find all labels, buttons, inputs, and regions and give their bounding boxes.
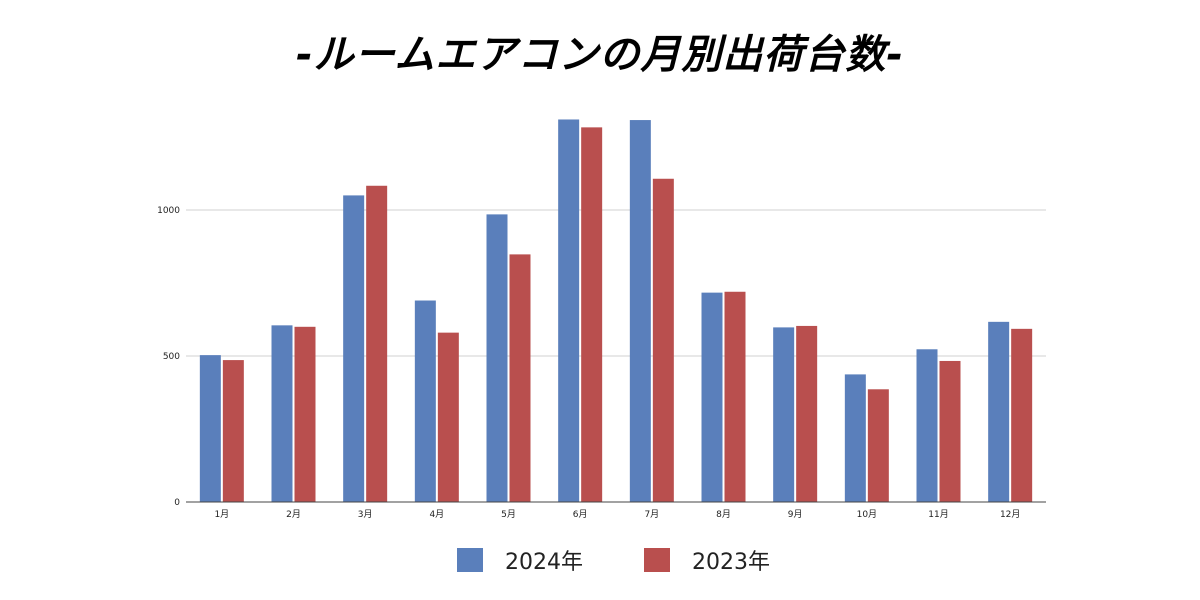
legend-label-2023: 2023年 [692, 550, 770, 575]
bar-2024-1 [199, 355, 221, 502]
legend-item-2024: 2024年 [457, 545, 583, 575]
bar-2023-10 [867, 389, 889, 502]
x-tick-label: 1月 [214, 509, 229, 520]
x-tick-label: 10月 [857, 509, 877, 520]
bar-2024-4 [414, 300, 436, 502]
bar-2023-4 [437, 332, 459, 502]
bar-2024-10 [844, 374, 866, 502]
bar-2023-2 [294, 326, 316, 502]
x-tick-label: 7月 [644, 509, 659, 520]
bar-2023-6 [581, 127, 603, 502]
bar-2023-12 [1011, 328, 1033, 502]
bar-2024-9 [773, 327, 795, 502]
bar-2024-8 [701, 292, 723, 502]
bar-2023-7 [652, 178, 674, 503]
bar-2024-11 [916, 349, 938, 502]
legend: 2024年 2023年 [0, 545, 1200, 575]
legend-swatch-2024 [457, 548, 483, 572]
y-tick-label: 500 [163, 352, 180, 362]
legend-item-2023: 2023年 [644, 545, 770, 575]
bar-2024-12 [988, 321, 1010, 502]
x-tick-label: 8月 [716, 509, 731, 520]
bar-2023-9 [796, 325, 818, 502]
bar-2024-2 [271, 325, 293, 502]
bar-2023-1 [222, 360, 244, 502]
bar-2023-3 [366, 185, 388, 502]
y-axis-ticks: 0 500 1000 [157, 206, 180, 508]
x-tick-label: 3月 [358, 509, 373, 520]
gridlines [186, 209, 1046, 357]
bar-2023-11 [939, 360, 961, 502]
x-tick-label: 11月 [928, 509, 948, 520]
x-tick-label: 4月 [429, 509, 444, 520]
x-tick-label: 5月 [501, 509, 516, 520]
x-axis-ticks: 1月 2月 3月 4月 5月 6月 7月 8月 9月 10月 11月 12月 [214, 509, 1020, 520]
chart-title: -ルームエアコンの月別出荷台数- [295, 32, 904, 78]
y-tick-label: 1000 [157, 206, 180, 216]
bar-2023-8 [724, 291, 746, 502]
bar-2024-3 [343, 195, 365, 502]
legend-label-2024: 2024年 [505, 550, 583, 575]
bar-2023-5 [509, 254, 531, 502]
x-tick-label: 6月 [573, 509, 588, 520]
bar-2024-6 [558, 119, 580, 502]
legend-swatch-2023 [644, 548, 670, 572]
y-tick-label: 0 [174, 498, 180, 508]
x-tick-label: 12月 [1000, 509, 1020, 520]
x-tick-label: 9月 [788, 509, 803, 520]
bar-2024-5 [486, 214, 508, 502]
x-tick-label: 2月 [286, 509, 301, 520]
bars [199, 119, 1033, 503]
bar-2024-7 [629, 120, 651, 503]
